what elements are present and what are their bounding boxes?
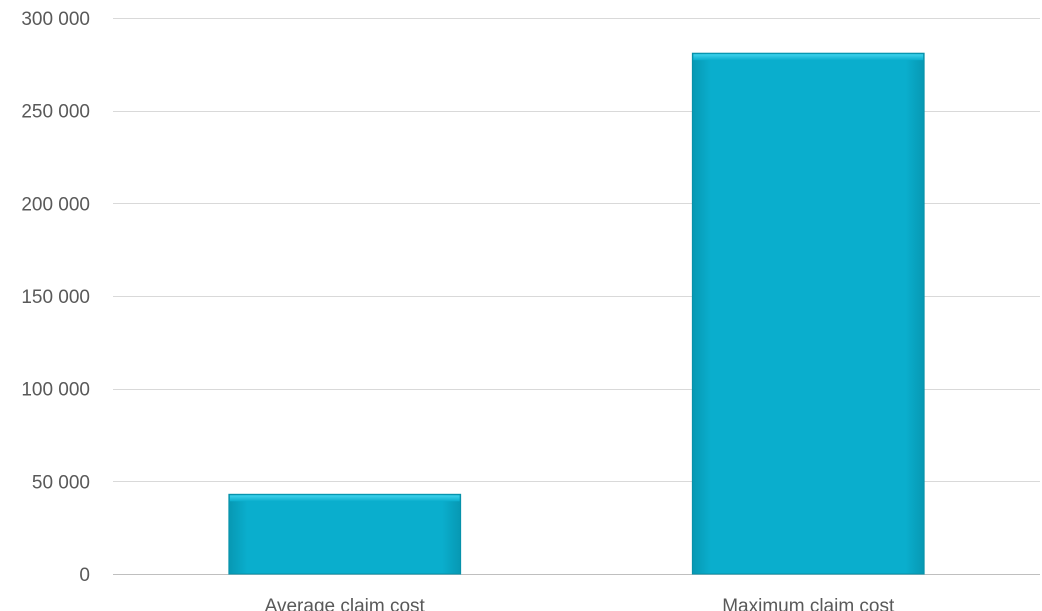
- y-tick-label: 0: [79, 565, 90, 586]
- y-tick-label: 50 000: [32, 472, 90, 493]
- bars: [228, 52, 925, 575]
- y-tick-label: 200 000: [21, 194, 90, 215]
- bar: [691, 52, 925, 575]
- bar-average-claim-cost: [228, 493, 462, 575]
- y-tick-label: 100 000: [21, 380, 90, 401]
- y-tick-label: 150 000: [21, 287, 90, 308]
- bar: [228, 493, 462, 575]
- y-tick-label: 250 000: [21, 102, 90, 123]
- bar-maximum-claim-cost: [691, 52, 925, 575]
- y-axis-tick-labels: 0 50 000 100 000 150 000 200 000 250 000 300 0…: [21, 9, 90, 586]
- y-tick-label: 300 000: [21, 9, 90, 30]
- gridlines: [113, 18, 1040, 575]
- bar-top-highlight: [229, 495, 460, 502]
- x-axis-category-labels: Average claim cost Maximum claim cost: [265, 596, 895, 611]
- bar-top-highlight: [693, 54, 924, 61]
- x-category-label: Maximum claim cost: [722, 596, 895, 611]
- x-category-label: Average claim cost: [265, 596, 426, 611]
